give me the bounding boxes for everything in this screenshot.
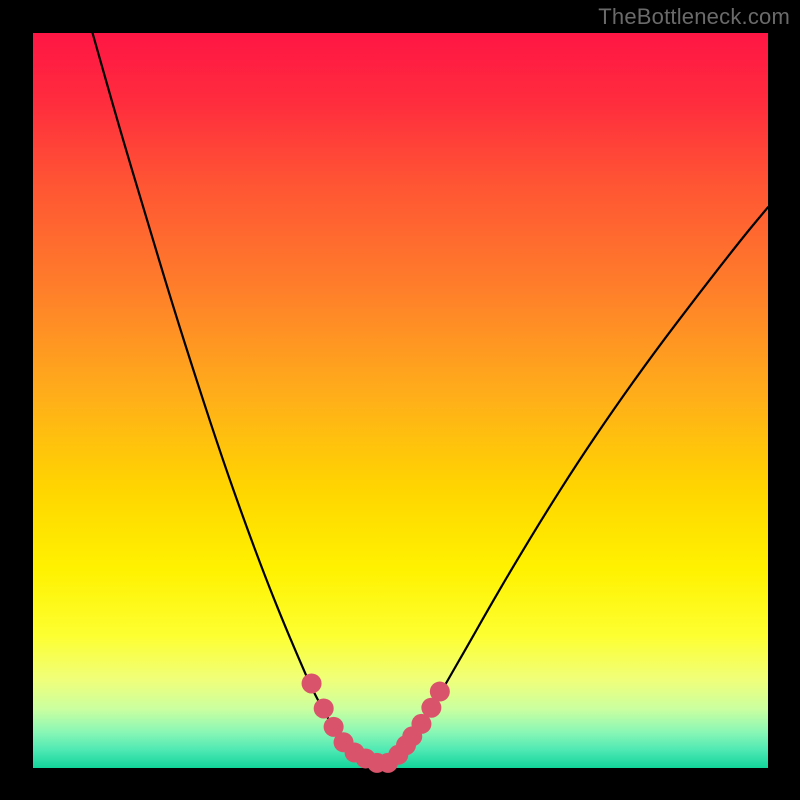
watermark-text: TheBottleneck.com bbox=[598, 4, 790, 30]
chart-canvas: TheBottleneck.com bbox=[0, 0, 800, 800]
plot-background bbox=[33, 33, 768, 768]
marker-dot bbox=[430, 682, 450, 702]
chart-svg bbox=[0, 0, 800, 800]
marker-dot bbox=[314, 698, 334, 718]
marker-dot bbox=[302, 673, 322, 693]
